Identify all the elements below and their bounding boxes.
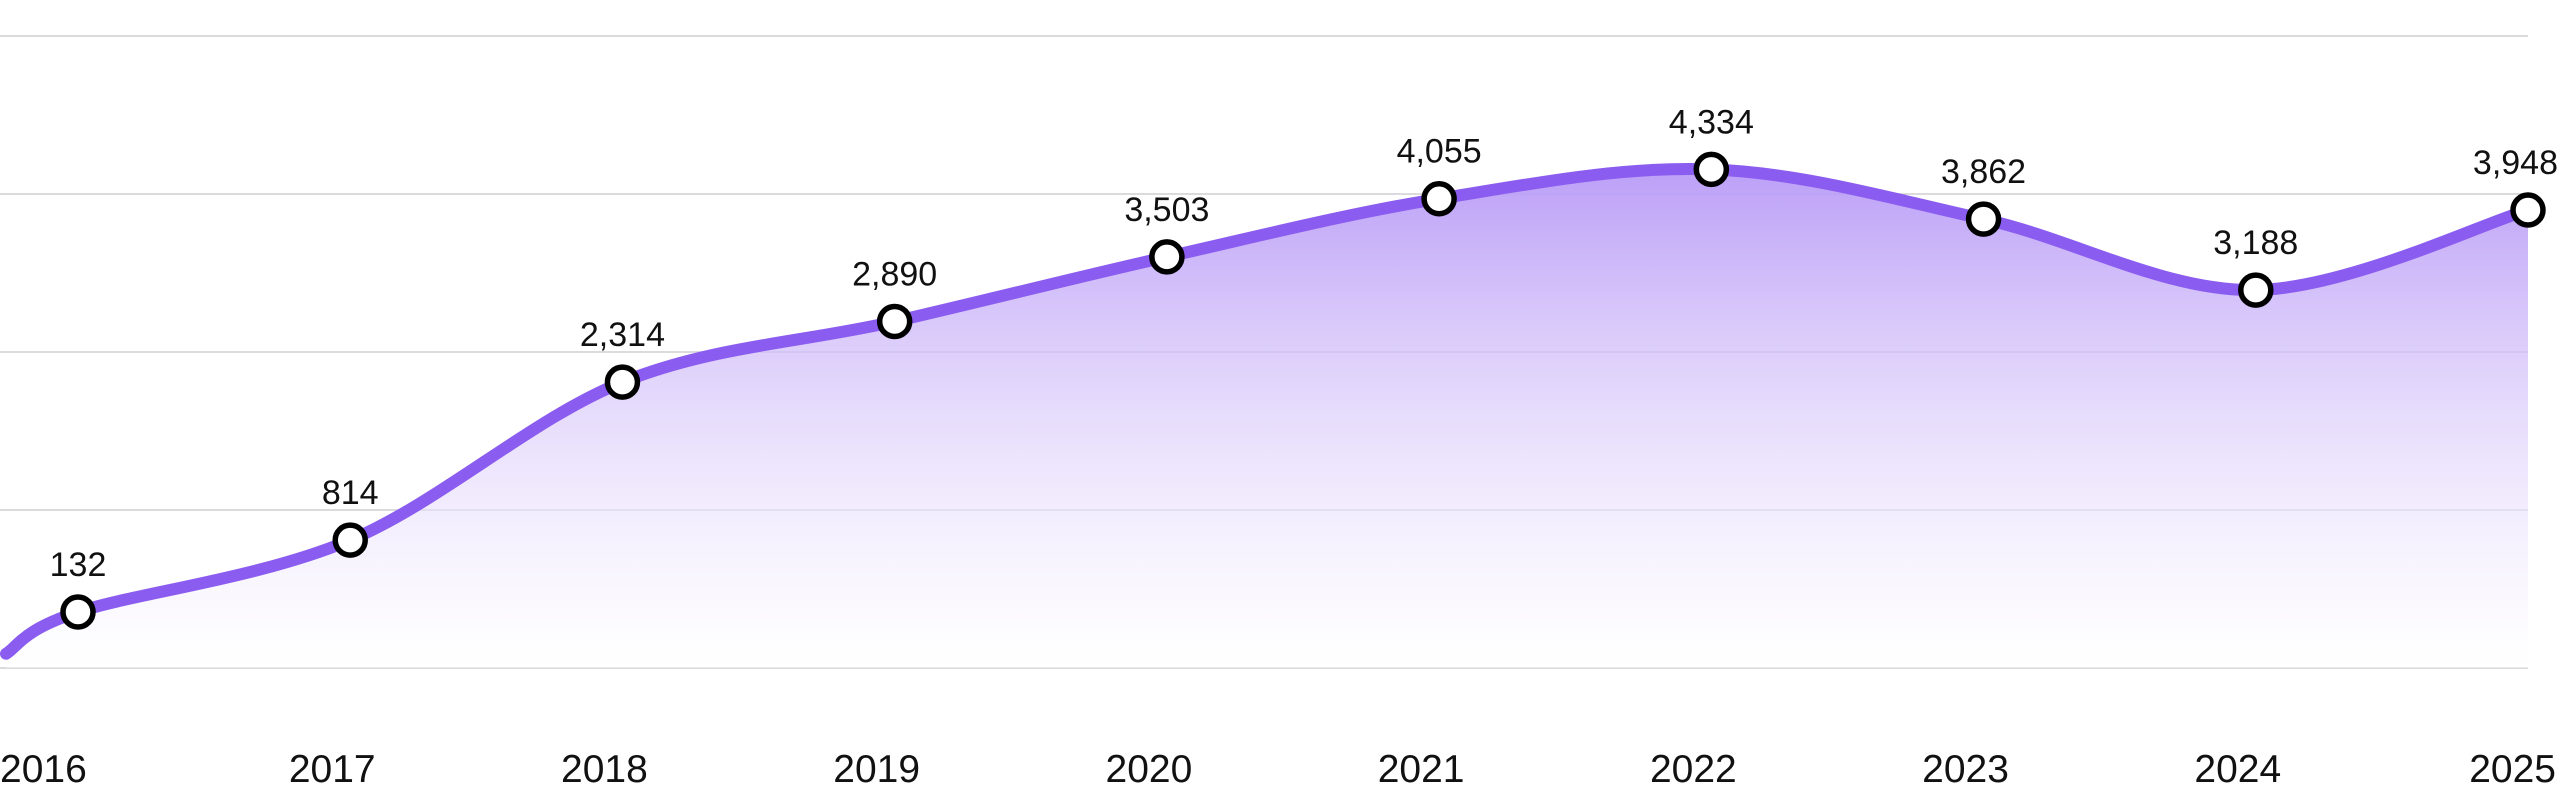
x-tick-2017: 2017 <box>289 748 376 785</box>
data-label-2018: 2,314 <box>580 316 665 354</box>
data-label-2020: 3,503 <box>1124 191 1209 229</box>
series-area <box>6 168 2528 669</box>
x-tick-2019: 2019 <box>833 748 920 785</box>
data-label-2023: 3,862 <box>1941 153 2026 191</box>
x-tick-2025: 2025 <box>2469 748 2556 785</box>
x-tick-2021: 2021 <box>1378 748 1465 785</box>
data-label-2017: 814 <box>322 474 379 512</box>
data-point-2019 <box>876 303 913 340</box>
data-label-2021: 4,055 <box>1397 133 1482 171</box>
x-tick-2016: 2016 <box>0 748 87 785</box>
data-point-2025 <box>2510 192 2546 228</box>
data-label-2019: 2,890 <box>852 255 937 293</box>
data-point-2023 <box>1965 201 2002 237</box>
x-tick-2023: 2023 <box>1922 748 2009 785</box>
data-point-2017 <box>332 522 368 558</box>
data-point-2021 <box>1421 180 1457 217</box>
data-label-2025: 3,948 <box>2473 144 2558 182</box>
data-point-2016 <box>60 594 96 630</box>
data-label-2022: 4,334 <box>1669 103 1754 141</box>
data-point-2018 <box>604 364 641 400</box>
data-label-2024: 3,188 <box>2213 224 2298 262</box>
x-tick-2024: 2024 <box>2194 748 2281 785</box>
data-point-2020 <box>1149 239 1185 275</box>
x-axis-tick-labels: 2016 2017 2018 2019 2020 2021 2022 2023 2024 2025 <box>0 748 2556 785</box>
data-label-2016: 132 <box>50 546 107 584</box>
x-tick-2022: 2022 <box>1650 748 1737 785</box>
data-labels: 132 814 2,314 2,890 3,503 4,055 4,334 3,862 3,18… <box>50 103 2558 584</box>
x-tick-2018: 2018 <box>561 748 648 785</box>
data-points <box>60 151 2546 630</box>
data-point-2024 <box>2238 272 2274 308</box>
x-tick-2020: 2020 <box>1106 748 1193 785</box>
data-point-2022 <box>1693 151 1730 188</box>
